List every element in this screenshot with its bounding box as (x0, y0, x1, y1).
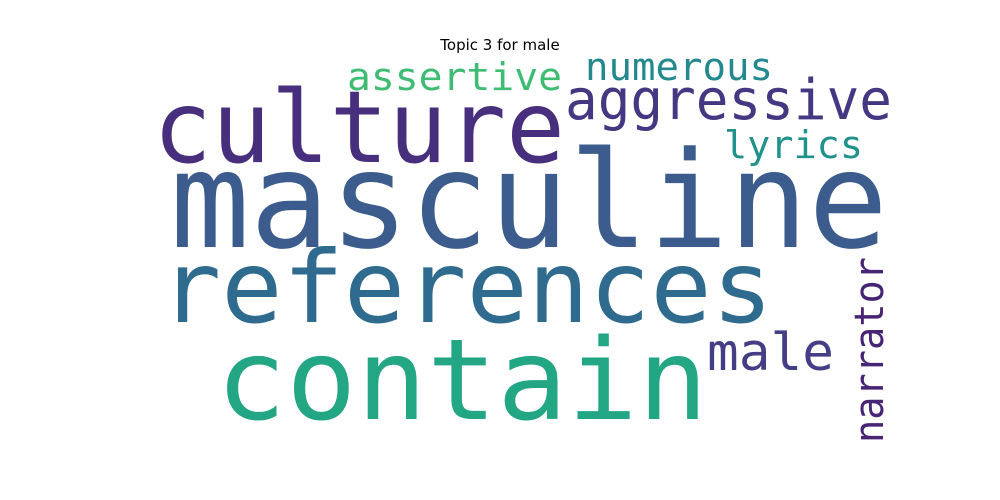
word-male: male (707, 323, 834, 383)
word-references: references (160, 229, 773, 346)
chart-title: Topic 3 for male (440, 36, 560, 54)
word-aggressive: aggressive (565, 68, 892, 133)
word-numerous: numerous (585, 45, 773, 89)
word-assertive: assertive (347, 55, 562, 99)
word-narrator: narrator (847, 257, 893, 443)
word-masculine: masculine (170, 123, 888, 279)
word-lyrics: lyrics (724, 123, 863, 167)
word-culture: culture (153, 69, 565, 186)
word-contain: contain (216, 316, 708, 446)
